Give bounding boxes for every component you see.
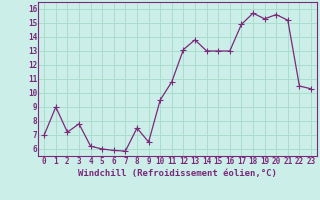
X-axis label: Windchill (Refroidissement éolien,°C): Windchill (Refroidissement éolien,°C) [78,169,277,178]
